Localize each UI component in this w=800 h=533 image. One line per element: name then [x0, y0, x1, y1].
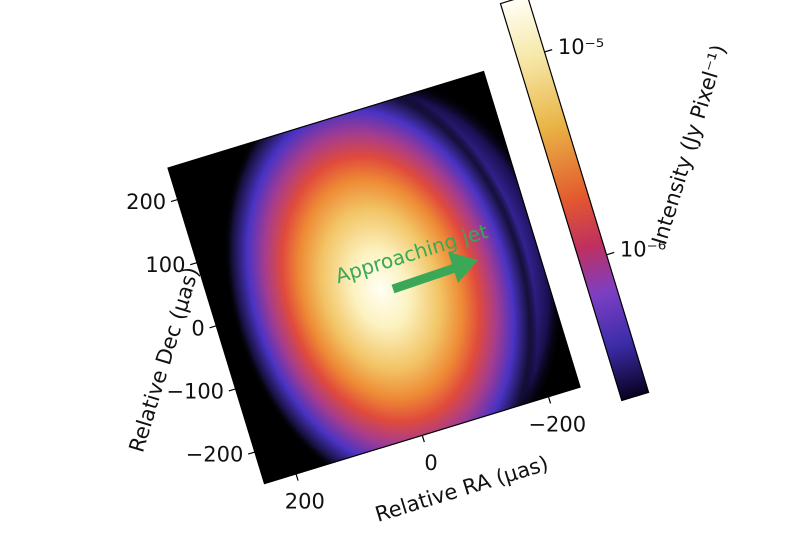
x-tick-label: 200: [285, 490, 325, 514]
jet-arrow-head: [448, 252, 478, 283]
y-tick: [228, 388, 236, 392]
colorbar-label: Intensity (Jy Pixel⁻¹): [647, 42, 731, 248]
x-tick-label: 0: [424, 451, 437, 475]
colorbar-tick-label: 10⁻⁶: [620, 238, 666, 262]
rotated-frame: [167, 0, 650, 485]
colorbar: [499, 0, 650, 402]
y-tick: [190, 262, 198, 266]
jet-arrow-shaft: [391, 263, 457, 294]
colorbar-tick-label: 10⁻⁵: [558, 35, 604, 59]
y-tick-label: 100: [145, 253, 185, 277]
x-axis-label: Relative RA (µas): [372, 451, 551, 526]
y-tick-label: −100: [166, 379, 224, 403]
y-tick-label: −200: [186, 443, 244, 467]
colorbar-tick: [544, 49, 553, 53]
x-tick-label: −200: [528, 412, 586, 436]
y-tick: [209, 325, 217, 329]
y-tick: [247, 451, 256, 455]
colorbar-tick: [606, 251, 615, 256]
x-tick: [547, 396, 552, 404]
y-axis-label: Relative Dec (µas): [124, 264, 203, 455]
image-core: [224, 78, 538, 484]
x-tick: [421, 435, 425, 443]
y-tick-label: 200: [126, 190, 166, 214]
y-tick: [170, 198, 178, 203]
image: [168, 71, 581, 484]
x-tick: [295, 473, 299, 481]
y-tick-label: 0: [191, 316, 204, 340]
